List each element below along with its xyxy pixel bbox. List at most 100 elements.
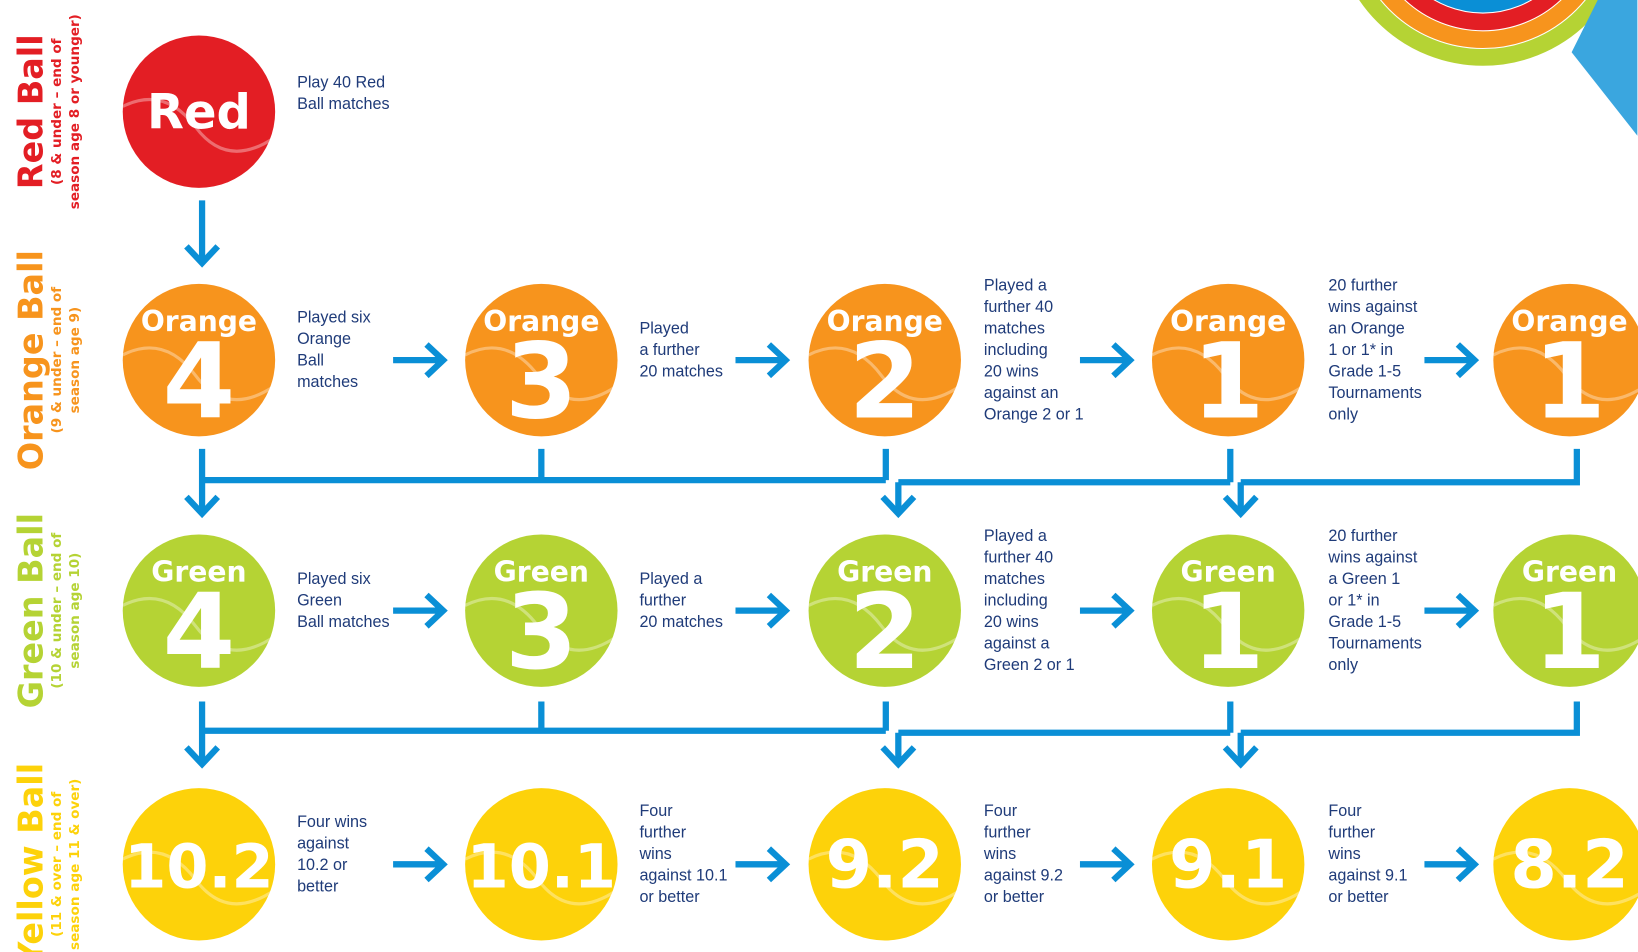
arrow [1080, 344, 1130, 375]
arrow [1424, 595, 1474, 626]
step-line: 10.2 or [297, 856, 348, 874]
arrow [735, 595, 785, 626]
step-line: 1 or 1* in [1328, 341, 1393, 359]
ball: 10.1 [465, 788, 617, 940]
step-line: Grade 1-5 [1328, 362, 1401, 380]
step-line: Grade 1-5 [1328, 613, 1401, 631]
row-subtitle: (10 & under – end of [49, 532, 65, 689]
ball-number: 4 [163, 321, 236, 443]
step-line: Tournaments [1328, 634, 1421, 652]
ball-label: Red [147, 84, 251, 140]
step-line: Played a [984, 527, 1047, 545]
step-text: 20 furtherwins againsta Green 1or 1* inG… [1327, 527, 1421, 674]
ball-number: 1 [1192, 571, 1265, 693]
ball: 8.2 [1493, 788, 1638, 940]
step-text: Play 40 Red Ball matches [297, 73, 390, 113]
ball: Green2 [809, 534, 961, 693]
ball-number: 2 [848, 571, 921, 693]
ball-number: 4 [163, 571, 236, 693]
step-line: further [639, 591, 686, 609]
row-title: Orange Ball [11, 250, 50, 470]
step-line: against 9.2 [984, 867, 1063, 885]
ball-number: 10.1 [467, 832, 616, 902]
arrow [1424, 849, 1474, 880]
step-line: Tournaments [1328, 384, 1421, 402]
step-line: only [1328, 656, 1359, 674]
step-line: against 9.1 [1328, 867, 1407, 885]
step-line: Played [639, 319, 688, 337]
step-line: 20 wins [984, 613, 1039, 631]
step-line: Orange 2 or 1 [984, 405, 1084, 423]
step-line: Four [1328, 802, 1362, 820]
step-line: or 1* in [1328, 591, 1379, 609]
step-line: matches [297, 373, 358, 391]
ball-number: 3 [505, 321, 578, 443]
ball: Orange2 [809, 284, 961, 443]
step-line: Green 2 or 1 [984, 656, 1075, 674]
step-text: Played a further 40 matches including 20 win… [984, 276, 1084, 423]
arrow [735, 344, 785, 375]
step-line: or better [639, 888, 700, 906]
step-line: wins [1327, 845, 1360, 863]
step-line: Ball [297, 352, 324, 370]
step-line: further [984, 824, 1031, 842]
step-line: matches [984, 570, 1045, 588]
arrow [1080, 595, 1130, 626]
row-subtitle: season age 8 or younger) [67, 14, 83, 209]
decor-rings [1342, 0, 1637, 136]
row-subtitle: (8 & under – end of [49, 37, 65, 185]
step-text: Played afurther 40matchesincluding20 win… [984, 527, 1075, 674]
step-text: Fourfurtherwinsagainst 9.2or better [983, 802, 1063, 906]
step-line: 20 wins [984, 362, 1039, 380]
step-line: 20 further [1328, 276, 1398, 294]
step-line: Played a [639, 570, 702, 588]
step-line: wins [983, 845, 1016, 863]
step-line: Played a [984, 276, 1047, 294]
step-line: Ball matches [297, 95, 390, 113]
step-line: 20 matches [639, 613, 723, 631]
step-line: better [297, 877, 339, 895]
row-title: Yellow Ball [11, 763, 50, 952]
ball-number: 1 [1192, 321, 1265, 443]
ball: 9.1 [1152, 788, 1304, 940]
arrow [393, 344, 443, 375]
step-line: Green [297, 591, 342, 609]
step-line: including [984, 341, 1048, 359]
progression-diagram: Red Ball (8 & under – end ofseason age 8 … [0, 0, 1638, 952]
step-line: a Green 1 [1328, 570, 1400, 588]
ball: 9.2 [809, 788, 961, 940]
ball-number: 10.2 [124, 832, 273, 902]
step-line: or better [1328, 888, 1389, 906]
ball-number: 9.2 [826, 825, 944, 903]
step-line: Four [984, 802, 1018, 820]
step-line: further [1328, 824, 1375, 842]
ball-number: 1 [1533, 571, 1606, 693]
step-line: Play 40 Red [297, 73, 385, 91]
arrow [393, 595, 443, 626]
arrow [735, 849, 785, 880]
ball-number: 8.2 [1510, 825, 1628, 903]
ball-number: 3 [505, 571, 578, 693]
step-line: matches [984, 319, 1045, 337]
row-subtitle: season age 10) [67, 553, 83, 669]
row-title: Green Ball [11, 513, 50, 708]
ball: 10.2 [123, 788, 275, 940]
step-line: further 40 [984, 298, 1053, 316]
step-line: a further [639, 341, 700, 359]
step-line: further 40 [984, 548, 1053, 566]
row-label: Yellow Ball(11 & over – end ofseason age… [11, 763, 83, 952]
ball: Green1 [1493, 534, 1638, 693]
step-line: Played six [297, 570, 371, 588]
step-line: against a [984, 634, 1050, 652]
